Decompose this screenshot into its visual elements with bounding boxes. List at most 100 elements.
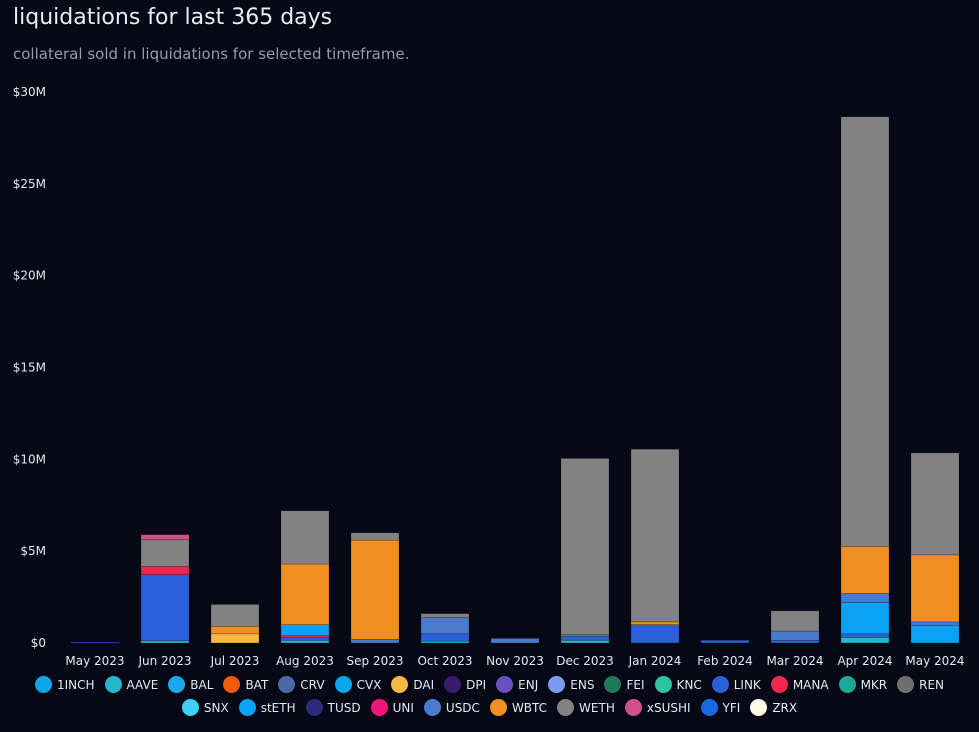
bar-segment-steth[interactable] (840, 602, 890, 635)
bar-segment-usdc[interactable] (770, 630, 820, 641)
bar-segment-link[interactable] (630, 624, 680, 644)
legend-item-ens[interactable]: ENS (548, 676, 594, 693)
bar-segment-link[interactable] (770, 639, 820, 644)
legend-swatch (305, 699, 323, 716)
bar-segment-mana[interactable] (140, 566, 190, 575)
legend-swatch (548, 676, 566, 693)
legend-swatch (278, 676, 296, 693)
legend-item-bal[interactable]: BAL (168, 676, 213, 693)
bar-segment-weth[interactable] (910, 452, 960, 556)
chart-title: liquidations for last 365 days (13, 5, 333, 30)
bar-chart: $0 $5M $10M $15M $20M $25M $30M May 2023 Jun 202… (13, 85, 965, 668)
legend-item-knc[interactable]: KNC (654, 676, 702, 693)
x-tick-label: Nov 2023 (486, 654, 544, 668)
legend-swatch (654, 676, 672, 693)
legend-swatch (838, 676, 856, 693)
bar-segment-link[interactable] (700, 639, 750, 644)
bar-segment-aave[interactable] (840, 637, 890, 644)
bar-segment-aave[interactable] (560, 639, 610, 644)
legend-swatch (334, 676, 352, 693)
legend-label: CRV (300, 677, 325, 692)
bar-segment-link[interactable] (280, 637, 330, 641)
bar-segment-wbtc[interactable] (350, 539, 400, 640)
legend-item-xsushi[interactable]: xSUSHI (624, 699, 691, 716)
legend-swatch (711, 676, 729, 693)
legend-item-zrx[interactable]: ZRX (750, 699, 797, 716)
x-tick-label: Jul 2023 (210, 654, 260, 668)
legend-label: TUSD (327, 700, 361, 715)
bar-segment-aave[interactable] (140, 640, 190, 644)
bar-segment-link[interactable] (70, 641, 120, 644)
y-tick-label: $20M (13, 269, 46, 283)
bar-segment-usdc[interactable] (420, 616, 470, 635)
legend-item-mana[interactable]: MANA (770, 676, 829, 693)
y-tick-label: $10M (13, 452, 46, 466)
legend-item-dpi[interactable]: DPI (444, 676, 486, 693)
bar-segment-weth[interactable] (630, 448, 680, 623)
legend-swatch (750, 699, 768, 716)
legend-swatch (223, 676, 241, 693)
bar-segment-weth[interactable] (350, 532, 400, 541)
legend-label: LINK (733, 677, 761, 692)
legend-swatch (496, 676, 514, 693)
x-tick-label: Aug 2023 (276, 654, 334, 668)
legend-label: FEI (626, 677, 645, 692)
bar-segment-link[interactable] (840, 633, 890, 638)
legend-swatch (168, 676, 186, 693)
legend-item-enj[interactable]: ENJ (496, 676, 538, 693)
legend-label: YFI (722, 700, 741, 715)
bar-segment-usdc[interactable] (350, 639, 400, 644)
bar-segment-xsushi[interactable] (140, 534, 190, 541)
legend-label: WETH (579, 700, 615, 715)
legend-item-snx[interactable]: SNX (181, 699, 229, 716)
legend-item-weth[interactable]: WETH (557, 699, 615, 716)
x-tick-label: Jun 2023 (137, 654, 191, 668)
bar-segment-weth[interactable] (420, 613, 470, 618)
bar-segment-wbtc[interactable] (840, 546, 890, 594)
bar-segment-link[interactable] (140, 574, 190, 642)
bar-segment-aave[interactable] (280, 639, 330, 644)
legend-item-dai[interactable]: DAI (391, 676, 434, 693)
legend-swatch (444, 676, 462, 693)
bar-segment-usdc[interactable] (910, 621, 960, 626)
x-tick-label: Mar 2024 (767, 654, 824, 668)
legend-label: BAT (245, 677, 269, 692)
bar-segment-weth[interactable] (770, 610, 820, 632)
bar-segment-link[interactable] (560, 636, 610, 641)
legend-item-ren[interactable]: REN (897, 676, 944, 693)
chart-subtitle: collateral sold in liquidations for sele… (13, 45, 410, 63)
bar-segment-weth[interactable] (840, 116, 890, 547)
legend-item-uni[interactable]: UNI (370, 699, 414, 716)
legend-swatch (700, 699, 718, 716)
legend-label: KNC (676, 677, 702, 692)
bar-segment-steth[interactable] (280, 624, 330, 636)
bar-segment-link[interactable] (420, 633, 470, 642)
bar-segment-wbtc[interactable] (910, 554, 960, 623)
bar-segment-wbtc[interactable] (630, 621, 680, 625)
bar-segment-dai[interactable] (210, 633, 260, 644)
legend-label: UNI (392, 700, 414, 715)
legend-item-usdc[interactable]: USDC (423, 699, 480, 716)
bar-segment-weth[interactable] (560, 458, 610, 636)
legend-label: SNX (203, 700, 229, 715)
bar-segment-usdc[interactable] (490, 638, 540, 644)
legend-item-tusd[interactable]: TUSD (305, 699, 361, 716)
legend-item-crv[interactable]: CRV (278, 676, 325, 693)
legend-item-link[interactable]: LINK (711, 676, 761, 693)
bar-segment-wbtc[interactable] (280, 563, 330, 625)
legend-item-bat[interactable]: BAT (223, 676, 268, 693)
legend-item-cvx[interactable]: CVX (334, 676, 381, 693)
legend-item-yfi[interactable]: YFI (700, 699, 741, 716)
bar-segment-usdc[interactable] (840, 593, 890, 603)
legend-item-steth[interactable]: stETH (238, 699, 296, 716)
bar-segment-weth[interactable] (210, 604, 260, 627)
bar-segment-weth[interactable] (140, 539, 190, 567)
bar-segment-weth[interactable] (280, 510, 330, 565)
legend-item-wbtc[interactable]: WBTC (489, 699, 547, 716)
bar-segment-wbtc[interactable] (210, 626, 260, 635)
bar-segment-steth[interactable] (910, 625, 960, 644)
legend-item-mkr[interactable]: MKR (838, 676, 887, 693)
legend-item-1inch[interactable]: 1INCH (34, 676, 95, 693)
legend-item-aave[interactable]: AAVE (104, 676, 158, 693)
legend-item-fei[interactable]: FEI (604, 676, 645, 693)
